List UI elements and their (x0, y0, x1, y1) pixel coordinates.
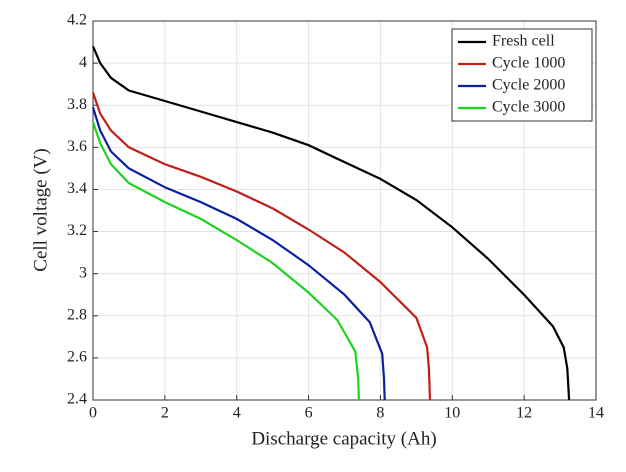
y-tick-label: 3.4 (67, 180, 87, 197)
line-series (91, 121, 360, 401)
x-tick-label: 2 (161, 405, 169, 422)
y-axis-title: Cell voltage (V) (30, 148, 51, 271)
legend: Fresh cell Cycle 1000 Cycle 2000 Cycle 3000 (451, 28, 593, 122)
legend-label: Fresh cell (492, 33, 555, 50)
x-axis-title: Discharge capacity (Ah) (251, 428, 436, 449)
x-tick-label: 6 (305, 405, 313, 422)
legend-box (451, 28, 593, 122)
plot-frame (92, 20, 597, 401)
y-tick-label: 3 (79, 264, 87, 281)
legend-label: Cycle 3000 (492, 99, 565, 116)
y-tick-label: 2.8 (67, 306, 87, 323)
x-tick-label: 14 (588, 405, 604, 422)
legend-label: Cycle 2000 (492, 77, 565, 94)
y-tick-label: 4 (79, 54, 87, 71)
x-tick-label: 12 (516, 405, 532, 422)
y-tick-label: 4.2 (67, 12, 87, 29)
y-tick-label: 2.6 (67, 349, 87, 366)
y-tick-label: 3.2 (67, 222, 87, 239)
x-tick-label: 0 (89, 405, 97, 422)
y-tick-label: 3.6 (67, 138, 87, 155)
y-tick-label: 2.4 (67, 391, 87, 408)
legend-label: Cycle 1000 (492, 55, 565, 72)
x-tick-label: 10 (444, 405, 460, 422)
x-tick-label: 4 (233, 405, 241, 422)
y-tick-label: 3.8 (67, 96, 87, 113)
line-series (91, 106, 386, 401)
line-series (91, 92, 432, 401)
x-tick-label: 8 (376, 405, 384, 422)
line-series (91, 45, 571, 401)
